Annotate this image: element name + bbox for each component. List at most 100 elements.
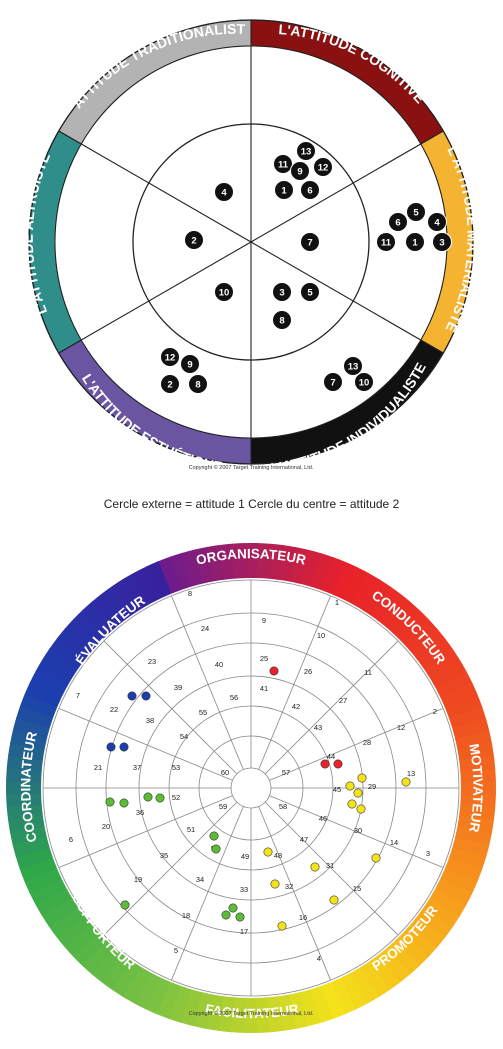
region-number-26: 26 (304, 667, 312, 676)
plotted-dot (221, 910, 231, 920)
marker-label: 5 (413, 208, 419, 219)
marker-label: 1 (412, 238, 418, 249)
plotted-dot (329, 895, 339, 905)
ring-slice (192, 989, 214, 1029)
ring-slice (243, 995, 258, 1033)
ring-slice (255, 995, 271, 1033)
marker-8: 8 (188, 374, 208, 394)
region-number-42: 42 (292, 702, 300, 711)
ring-slice (455, 815, 494, 834)
region-number-28: 28 (363, 738, 371, 747)
marker-12: 12 (313, 157, 333, 177)
marker-dot (300, 282, 320, 302)
region-number-16: 16 (299, 913, 307, 922)
ring-slice (230, 995, 246, 1033)
ring-slice (6, 803, 45, 820)
ring-slice (231, 543, 247, 581)
ring-slice (450, 836, 490, 859)
ring-slice (55, 913, 93, 948)
ring-slice (132, 970, 162, 1010)
ring-slice (90, 945, 125, 983)
region-number-7: 7 (76, 691, 80, 700)
marker-label: 10 (359, 378, 370, 389)
region-number-33: 33 (240, 885, 248, 894)
plotted-dot (235, 912, 245, 922)
region-number-56: 56 (230, 693, 238, 702)
marker-label: 7 (307, 238, 312, 249)
region-number-2: 2 (433, 707, 437, 716)
plotted-dot (143, 792, 153, 802)
ring-slice (244, 543, 259, 581)
region-number-35: 35 (160, 851, 168, 860)
marker-2: 2 (160, 374, 180, 394)
ring-slice (428, 659, 467, 690)
label-coordinateur: COORDINATEUR (18, 730, 40, 844)
marker-7: 7 (300, 232, 320, 252)
ring-slice (415, 905, 453, 939)
ring-slice (168, 983, 192, 1023)
ring-slice (181, 549, 204, 589)
ring-slice (35, 886, 74, 917)
region-number-38: 38 (146, 716, 154, 725)
marker-label: 2 (167, 380, 172, 391)
marker-label: 3 (279, 288, 284, 299)
ring-slice (458, 768, 496, 784)
region-number-48: 48 (274, 851, 282, 860)
ring-slice (266, 994, 283, 1033)
plotted-dot (119, 742, 129, 752)
ring-slice (157, 556, 183, 596)
marker-dot (180, 354, 200, 374)
plotted-dot (269, 666, 279, 676)
plotted-dot (345, 781, 355, 791)
region-number-12: 12 (397, 723, 405, 732)
region-number-29: 29 (368, 782, 376, 791)
top-copyright: Copyright © 2007 Target Training Interna… (189, 464, 314, 471)
plotted-dot (401, 777, 411, 787)
ring-slice (56, 627, 94, 662)
marker-10: 10 (354, 372, 374, 392)
ring-slice (91, 592, 126, 630)
ring-slice (329, 975, 357, 1015)
label-organisateur: ORGANISATEUR (195, 546, 308, 568)
plotted-dot (277, 921, 287, 931)
ring-slice (19, 856, 59, 882)
ring-slice (12, 835, 52, 858)
ring-slice (134, 566, 163, 606)
marker-2: 2 (184, 230, 204, 250)
ring-slice (339, 970, 368, 1010)
ring-slice (408, 914, 446, 949)
region-number-37: 37 (133, 763, 141, 772)
region-number-31: 31 (326, 861, 334, 870)
ring-slice (438, 682, 478, 710)
marker-dot (354, 372, 374, 392)
marker-dot (214, 282, 234, 302)
region-number-51: 51 (187, 825, 195, 834)
grid-spoke (269, 795, 444, 868)
region-number-58: 58 (279, 802, 287, 811)
divider-line (250, 130, 444, 243)
marker-label: 11 (381, 238, 392, 249)
marker-dot (296, 141, 316, 161)
ring-slice (20, 693, 60, 719)
ring-slice (433, 877, 473, 907)
ring-slice (421, 896, 460, 928)
marker-dot (376, 232, 396, 252)
behavior-wheel: ORGANISATEUR CONDUCTEUR MOTIVATEUR PROMO… (5, 543, 496, 1033)
ring-slice (298, 987, 321, 1027)
marker-label: 6 (307, 186, 312, 197)
ring-slice (144, 975, 172, 1015)
region-number-5: 5 (174, 946, 178, 955)
marker-4: 4 (214, 182, 234, 202)
ring-slice (447, 706, 487, 730)
plotted-dot (353, 788, 363, 798)
marker-7: 7 (323, 372, 343, 392)
ring-slice (367, 953, 401, 991)
ring-slice (5, 780, 44, 795)
marker-5: 5 (300, 282, 320, 302)
ring-slice (458, 781, 496, 796)
bottom-copyright: Copyright © 2007 Target Training Interna… (189, 1010, 314, 1017)
marker-label: 11 (278, 160, 289, 171)
marker-label: 9 (297, 167, 302, 178)
divider-line (58, 241, 252, 354)
ring-slice (24, 866, 64, 894)
